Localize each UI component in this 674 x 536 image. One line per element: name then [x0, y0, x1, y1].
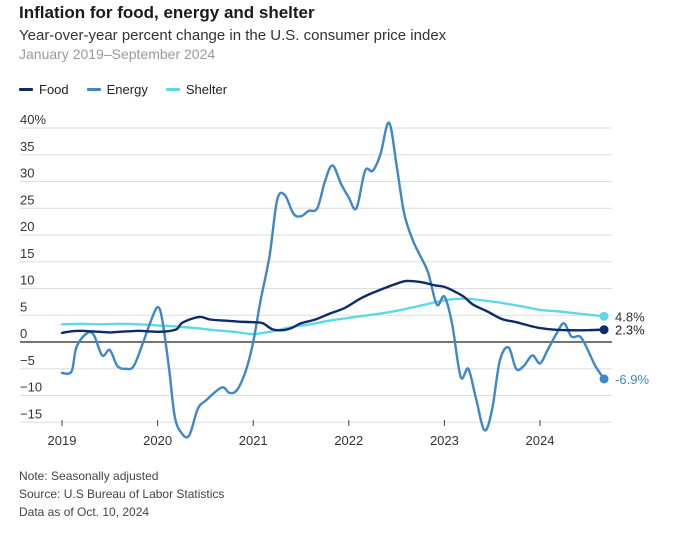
legend-item-food: Food	[19, 82, 69, 97]
data-date-note: Data as of Oct. 10, 2024	[19, 505, 150, 519]
series-line-energy	[60, 121, 606, 439]
chart-footer: Note: Seasonally adjusted Source: U.S Bu…	[19, 467, 224, 521]
end-label-shelter: 4.8%	[615, 309, 645, 324]
series-line-food	[60, 279, 606, 335]
x-tick-label: 2024	[526, 433, 555, 448]
source-note: Source: U.S Bureau of Labor Statistics	[19, 487, 225, 501]
legend-item-energy: Energy	[86, 82, 148, 97]
x-tick-label: 2021	[239, 433, 268, 448]
end-marker-energy	[599, 374, 609, 384]
y-tick-label: 5	[20, 299, 27, 314]
x-tick-label: 2020	[143, 433, 172, 448]
legend: Food Energy Shelter	[19, 82, 227, 97]
legend-swatch-food	[19, 88, 33, 91]
y-tick-label: 10	[20, 273, 34, 288]
legend-label-food: Food	[39, 82, 69, 97]
legend-item-shelter: Shelter	[165, 82, 228, 97]
end-label-food: 2.3%	[615, 323, 645, 338]
series-line-shelter	[60, 297, 606, 336]
x-tick-label: 2023	[430, 433, 459, 448]
footnote: Note: Seasonally adjusted	[19, 469, 159, 483]
end-marker-shelter	[599, 311, 609, 321]
y-tick-label: 15	[20, 246, 34, 261]
date-range: January 2019–September 2024	[19, 46, 216, 62]
end-marker-food	[599, 325, 609, 335]
y-tick-label: −10	[20, 380, 42, 395]
y-tick-label: 35	[20, 139, 34, 154]
legend-label-shelter: Shelter	[185, 82, 228, 97]
x-tick-label: 2022	[334, 433, 363, 448]
legend-swatch-energy	[86, 88, 101, 91]
y-tick-label: −5	[20, 353, 35, 368]
legend-swatch-shelter	[165, 88, 180, 91]
y-tick-label: 20	[20, 219, 34, 234]
chart-title: Inflation for food, energy and shelter	[19, 3, 315, 22]
y-tick-label: 40%	[20, 112, 46, 127]
legend-label-energy: Energy	[106, 82, 148, 97]
y-tick-label: 25	[20, 192, 34, 207]
y-tick-label: −15	[20, 406, 42, 421]
end-label-energy: -6.9%	[615, 372, 649, 387]
y-tick-label: 30	[20, 166, 34, 181]
y-tick-label: 0	[20, 326, 27, 341]
chart-subtitle: Year-over-year percent change in the U.S…	[19, 27, 447, 44]
x-tick-label: 2019	[48, 433, 77, 448]
